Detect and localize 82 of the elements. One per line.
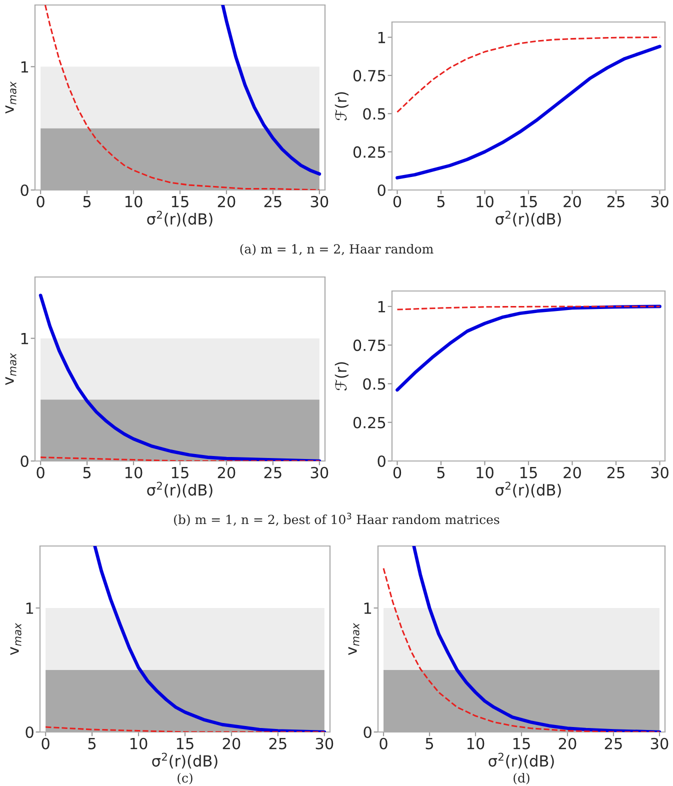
line-series: [382, 568, 660, 732]
y-tick-label: 0.25: [353, 146, 386, 158]
x-tick-label: 5: [88, 738, 96, 750]
y-tick-label: 0: [26, 726, 34, 738]
y-tick-label: 0: [378, 184, 386, 196]
y-axis-title: v$_{max}$: [348, 622, 360, 656]
x-axis-title: σ$^{2}$(r)(dB): [152, 752, 218, 768]
y-tick-label: 0.75: [353, 340, 386, 352]
y-tick-label: 1: [21, 333, 28, 344]
x-tick-label: 5: [437, 196, 445, 208]
x-tick-label: 5: [426, 738, 434, 750]
x-tick-label: 25: [604, 738, 622, 750]
x-tick-label: 30: [650, 738, 668, 750]
x-tick-label: 10: [476, 196, 494, 208]
line-series: [38, 294, 322, 461]
x-tick-label: 20: [222, 738, 240, 750]
x-tick-label: 10: [125, 466, 142, 478]
y-tick-label: 0: [378, 455, 386, 468]
y-tick-label: 1: [378, 32, 386, 44]
x-tick-label: 10: [125, 196, 142, 208]
x-tick-label: 0: [36, 466, 44, 478]
y-axis-title: v$_{max}$: [5, 81, 16, 114]
x-tick-label: 30: [310, 196, 328, 208]
text: (c): [178, 772, 192, 784]
x-tick-label: 25: [269, 738, 286, 750]
x-tick-label: 20: [218, 466, 236, 478]
x-tick-label: 20: [218, 196, 236, 208]
x-tick-label: 5: [83, 467, 91, 478]
y-tick-label: 0: [20, 455, 28, 468]
x-tick-label: 0: [42, 738, 50, 750]
line-series: [396, 44, 662, 180]
text: (b) m = 1, n = 2, best of 10$^{3}$ Haar random matrices: [174, 512, 500, 526]
x-tick-label: 0: [36, 196, 44, 208]
x-axis-title: σ$^{2}$(r)(dB): [147, 210, 212, 226]
y-tick-label: 0: [364, 726, 372, 738]
x-tick-label: 30: [651, 196, 668, 208]
x-tick-label: 15: [176, 738, 194, 750]
x-axis-title: σ$^{2}$(r)(dB): [496, 482, 561, 498]
x-tick-label: 30: [316, 738, 334, 750]
line-series: [221, 5, 322, 176]
x-axis-title: σ$^{2}$(r)(dB): [496, 210, 561, 226]
x-tick-label: 10: [467, 738, 484, 750]
x-tick-label: 5: [83, 196, 91, 208]
x-tick-label: 5: [437, 467, 445, 478]
y-axis-title: ℱ(r): [334, 92, 348, 120]
x-axis-title: σ$^{2}$(r)(dB): [488, 752, 554, 768]
y-tick-label: 1: [26, 602, 34, 614]
y-tick-label: 0.25: [353, 416, 386, 428]
x-tick-label: 25: [264, 466, 282, 478]
line-series: [412, 546, 662, 732]
x-tick-label: 0: [393, 196, 402, 208]
y-tick-label: 1: [364, 602, 372, 614]
y-tick-label: 0.5: [363, 108, 386, 120]
x-tick-label: 20: [558, 738, 576, 750]
line-series: [93, 546, 326, 732]
text: (a) m = 1, n = 2, Haar random: [240, 244, 434, 256]
x-tick-label: 15: [520, 467, 537, 478]
y-axis-title: ℱ(r): [334, 362, 348, 390]
y-tick-label: 0: [20, 184, 28, 196]
x-tick-label: 20: [564, 196, 581, 208]
x-tick-label: 10: [476, 466, 494, 478]
x-axis-title: σ$^{2}$(r)(dB): [147, 482, 212, 498]
x-tick-label: 25: [607, 466, 624, 478]
x-tick-label: 15: [520, 196, 537, 208]
y-tick-label: 0.5: [363, 378, 386, 390]
x-tick-label: 30: [310, 466, 328, 478]
x-tick-label: 25: [607, 196, 624, 208]
x-tick-label: 15: [172, 467, 188, 478]
line-series: [44, 5, 320, 190]
x-tick-label: 25: [264, 196, 282, 208]
x-tick-label: 20: [564, 466, 581, 478]
y-tick-label: 1: [378, 301, 386, 312]
x-tick-label: 30: [651, 466, 668, 478]
y-axis-title: v$_{max}$: [5, 352, 16, 386]
x-tick-label: 0: [393, 466, 402, 478]
x-tick-label: 15: [172, 196, 188, 208]
y-axis-title: v$_{max}$: [10, 622, 22, 656]
y-tick-label: 0.75: [353, 70, 386, 82]
text: (d): [514, 772, 530, 784]
y-tick-label: 1: [21, 61, 28, 72]
x-tick-label: 15: [513, 738, 530, 750]
x-tick-label: 10: [130, 738, 148, 750]
